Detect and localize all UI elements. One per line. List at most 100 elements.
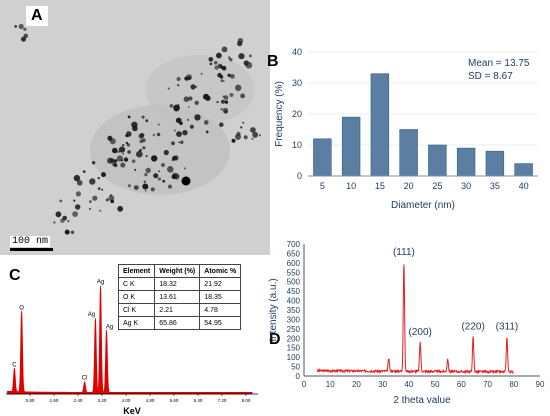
nanoparticle	[220, 99, 226, 104]
y-tick-label: 500	[287, 278, 301, 287]
nanoparticle	[172, 156, 177, 161]
x-tick-label: 70	[483, 380, 492, 389]
nanoparticle	[141, 115, 145, 119]
x-tick-label: 3.20	[98, 398, 107, 403]
nanoparticle	[186, 74, 192, 81]
nanoparticle	[216, 52, 222, 59]
nanoparticle	[112, 147, 118, 154]
nanoparticle	[21, 36, 26, 42]
nanoparticle	[142, 183, 149, 190]
table-cell: Ag K	[117, 316, 156, 330]
peak-label: Cl	[82, 376, 88, 382]
nanoparticle	[14, 25, 17, 28]
nanoparticle	[177, 104, 180, 106]
peak-label: Ag	[106, 325, 113, 331]
table-cell: 54.95	[199, 316, 242, 330]
y-tick-label: 200	[287, 334, 301, 343]
x-tick-label: 5.60	[170, 398, 179, 403]
tem-image: A 100 nm	[0, 0, 270, 255]
nanoparticle	[217, 72, 222, 78]
x-tick-label: 8.00	[242, 398, 251, 403]
nanoparticle	[105, 198, 109, 202]
peak-label: Ag	[88, 312, 95, 318]
nanoparticle	[76, 180, 83, 186]
nanoparticle	[145, 167, 151, 174]
nanoparticle	[181, 176, 191, 186]
nanoparticle	[101, 172, 106, 178]
y-tick-label: 650	[287, 249, 301, 258]
nanoparticle	[126, 131, 132, 137]
histogram-bar	[341, 116, 361, 177]
table-cell: 13.61	[154, 290, 201, 304]
nanoparticle	[221, 46, 228, 53]
table-header: Atomic %	[199, 264, 242, 278]
nanoparticle	[169, 104, 174, 108]
y-tick-label: 350	[287, 306, 301, 315]
nanoparticle	[127, 115, 131, 119]
tem-shading	[90, 105, 230, 195]
nanoparticle	[133, 185, 139, 191]
table-cell: O K	[117, 290, 156, 304]
table-row: Ag K 65.86 54.95	[117, 316, 242, 330]
y-tick-label: 150	[287, 344, 301, 353]
table-cell: 4.78	[199, 303, 242, 317]
nanoparticle	[183, 96, 190, 102]
nanoparticle	[73, 174, 81, 182]
nanoparticle	[144, 173, 148, 177]
nanoparticle	[125, 134, 128, 137]
histogram-bar	[399, 129, 418, 177]
nanoparticle	[116, 155, 123, 162]
nanoparticle	[258, 134, 261, 137]
panel-label-b: B	[267, 53, 279, 70]
nanoparticle	[23, 27, 27, 31]
tem-particles	[0, 0, 270, 255]
nanoparticle	[219, 122, 224, 127]
nanoparticle	[213, 61, 218, 65]
histogram-bar	[514, 163, 533, 177]
xrd-pattern: 0501001502002503003504004505005506006507…	[268, 240, 545, 406]
x-tick-label: 4.00	[122, 398, 131, 403]
y-axis-label: Frequency (%)	[274, 81, 285, 147]
table-row: Cl K 2.21 4.78	[117, 303, 242, 317]
nanoparticle	[113, 163, 118, 168]
y-tick-label: 600	[287, 259, 301, 268]
x-tick-label: 35	[490, 181, 500, 191]
x-tick-label: 60	[457, 380, 466, 389]
nanoparticle	[151, 155, 158, 162]
table-cell: 65.86	[154, 316, 201, 330]
x-tick-label: 15	[375, 181, 385, 191]
nanoparticle	[237, 41, 243, 47]
peak-label: (311)	[496, 321, 519, 332]
y-tick-label: 550	[287, 268, 301, 277]
x-tick-label: 30	[461, 181, 471, 191]
y-tick-label: 50	[291, 363, 300, 372]
table-cell: 21.92	[199, 277, 242, 291]
histogram-bar	[456, 147, 476, 177]
nanoparticle	[134, 168, 137, 171]
panel-label-a: A	[26, 6, 48, 26]
eds-trace	[7, 285, 253, 395]
nanoparticle	[152, 133, 156, 137]
tem-shading	[145, 55, 255, 125]
nanoparticle	[188, 106, 190, 108]
y-tick-label: 250	[287, 325, 301, 334]
histogram-bar	[485, 150, 505, 177]
table-cell: C K	[117, 277, 156, 291]
nanoparticle	[127, 184, 131, 188]
nanoparticle	[88, 207, 91, 210]
nanoparticle	[194, 100, 199, 106]
nanoparticle	[127, 150, 131, 154]
nanoparticle	[99, 209, 102, 212]
nanoparticle	[131, 159, 136, 163]
nanoparticle	[208, 57, 214, 62]
nanoparticle	[113, 159, 118, 163]
nanoparticle	[97, 177, 100, 180]
nanoparticle	[235, 84, 242, 92]
nanoparticle	[195, 85, 198, 88]
nanoparticle	[216, 100, 219, 104]
nanoparticle	[182, 130, 188, 136]
x-tick-label: 1.60	[50, 398, 59, 403]
nanoparticle	[209, 62, 213, 66]
eds-composition-table: Element Weight (%) Atomic % C K 18.32 21…	[117, 264, 242, 330]
nanoparticle	[97, 187, 101, 190]
